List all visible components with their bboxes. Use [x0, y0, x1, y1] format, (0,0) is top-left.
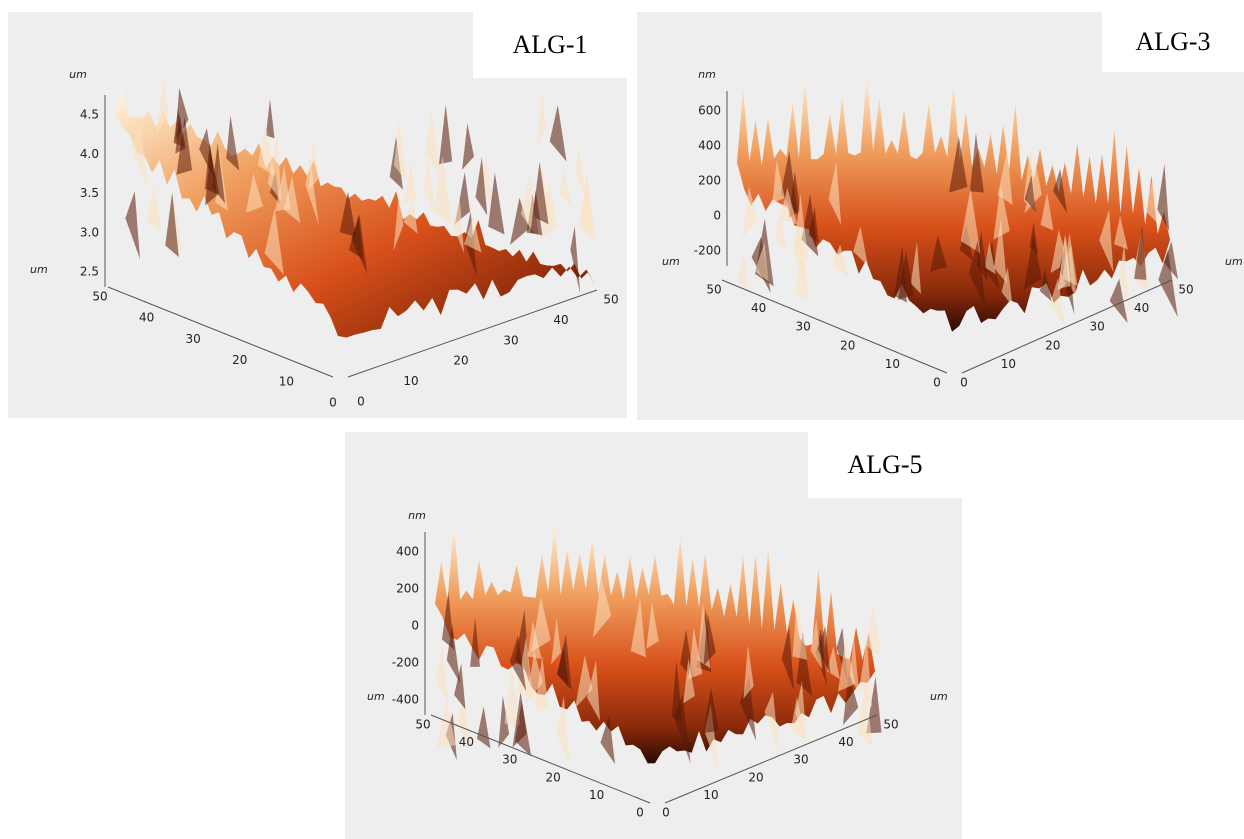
figure: um 4.5 4.0 3.5 3.0 2.5 um 50 40 30 20 10 0 0 10 20 30 40 5… [0, 0, 1244, 839]
z-unit: nm [698, 68, 716, 81]
surface-shade [536, 92, 546, 149]
x-tick-label: 40 [459, 735, 474, 749]
z-tick-label: 4.5 [80, 108, 99, 122]
left-unit: um [367, 690, 385, 703]
x-tick-label: 20 [232, 353, 247, 367]
x-tick-label: 50 [706, 283, 721, 297]
right-unit: um [1225, 255, 1243, 268]
afm-panel: um 4.5 4.0 3.5 3.0 2.5 um 50 40 30 20 10 0 0 10 20 30 40 5… [8, 12, 627, 418]
surface-shade [439, 104, 452, 164]
x-tick-label: 0 [329, 396, 337, 410]
z-tick-label: 200 [698, 174, 721, 188]
surface-shade [125, 191, 140, 259]
surface-shade [570, 226, 580, 294]
y-tick-label: 50 [1178, 283, 1193, 297]
surface-shade [477, 707, 491, 749]
panel-label: ALG-5 [808, 432, 962, 498]
surface-shade [559, 168, 571, 205]
x-tick-label: 30 [796, 320, 811, 334]
y-tick-label: 30 [1090, 320, 1105, 334]
z-tick-label: 3.5 [80, 186, 99, 200]
x-tick-label: 20 [840, 338, 855, 352]
y-tick-label: 50 [603, 293, 618, 307]
z-unit: um [69, 68, 87, 81]
x-tick-label: 40 [751, 301, 766, 315]
y-tick-label: 0 [357, 395, 365, 409]
x-tick-label: 10 [885, 357, 900, 371]
z-tick-label: -200 [392, 656, 419, 670]
z-tick-label: 0 [713, 209, 721, 223]
afm-panel: nm 400 200 0 -200 -400 um um 50 40 30 20 10 0 0 10 20 30 4… [345, 432, 962, 839]
x-tick-label: 30 [502, 753, 517, 767]
surface-shade [436, 647, 449, 705]
y-tick-label: 20 [453, 354, 468, 368]
y-tick-label: 40 [1134, 301, 1149, 315]
z-tick-label: 4.0 [80, 147, 99, 161]
y-tick-label: 10 [1001, 357, 1016, 371]
y-tick-label: 0 [662, 806, 670, 820]
panel-label: ALG-3 [1102, 12, 1244, 72]
surface-shade [462, 124, 474, 170]
left-unit: um [30, 263, 48, 276]
y-tick-label: 10 [403, 374, 418, 388]
z-tick-label: 400 [396, 545, 419, 559]
z-tick-label: 200 [396, 582, 419, 596]
y-tick-label: 20 [748, 770, 763, 784]
z-tick-label: 2.5 [80, 265, 99, 279]
x-tick-label: 0 [933, 376, 941, 390]
surface-shade [424, 159, 437, 219]
x-tick-label: 50 [415, 718, 430, 732]
surface-shade [550, 105, 567, 161]
y-tick-label: 20 [1045, 338, 1060, 352]
z-tick-label: 0 [411, 619, 419, 633]
right-unit: um [930, 690, 948, 703]
x-tick-label: 0 [636, 806, 644, 820]
z-unit: nm [408, 509, 426, 522]
x-tick-label: 10 [589, 788, 604, 802]
y-tick-label: 40 [838, 735, 853, 749]
z-tick-label: 400 [698, 139, 721, 153]
surface-plot: nm 600 400 200 0 -200 um um 50 40 30 20 10 0 0 10 20 30 40… [637, 12, 1244, 420]
x-axis [431, 715, 650, 803]
z-tick-label: -400 [392, 693, 419, 707]
left-unit: um [662, 255, 680, 268]
y-tick-label: 30 [503, 333, 518, 347]
y-tick-label: 0 [960, 376, 968, 390]
surface-shade [737, 252, 748, 291]
x-tick-label: 30 [186, 332, 201, 346]
x-tick-label: 50 [92, 290, 107, 304]
y-tick-label: 40 [553, 313, 568, 327]
y-tick-label: 10 [703, 788, 718, 802]
x-tick-label: 40 [139, 311, 154, 325]
z-tick-label: 600 [698, 104, 721, 118]
x-tick-label: 10 [279, 374, 294, 388]
afm-panel: nm 600 400 200 0 -200 um um 50 40 30 20 10 0 0 10 20 30 40… [637, 12, 1244, 420]
z-tick-label: 3.0 [80, 225, 99, 239]
z-tick-label: -200 [694, 244, 721, 258]
surface-shade [266, 99, 275, 138]
x-tick-label: 20 [546, 770, 561, 784]
y-tick-label: 50 [883, 718, 898, 732]
surface-shade [146, 185, 161, 230]
y-tick-label: 30 [793, 753, 808, 767]
panel-label: ALG-1 [473, 12, 627, 78]
x-axis [108, 287, 333, 377]
